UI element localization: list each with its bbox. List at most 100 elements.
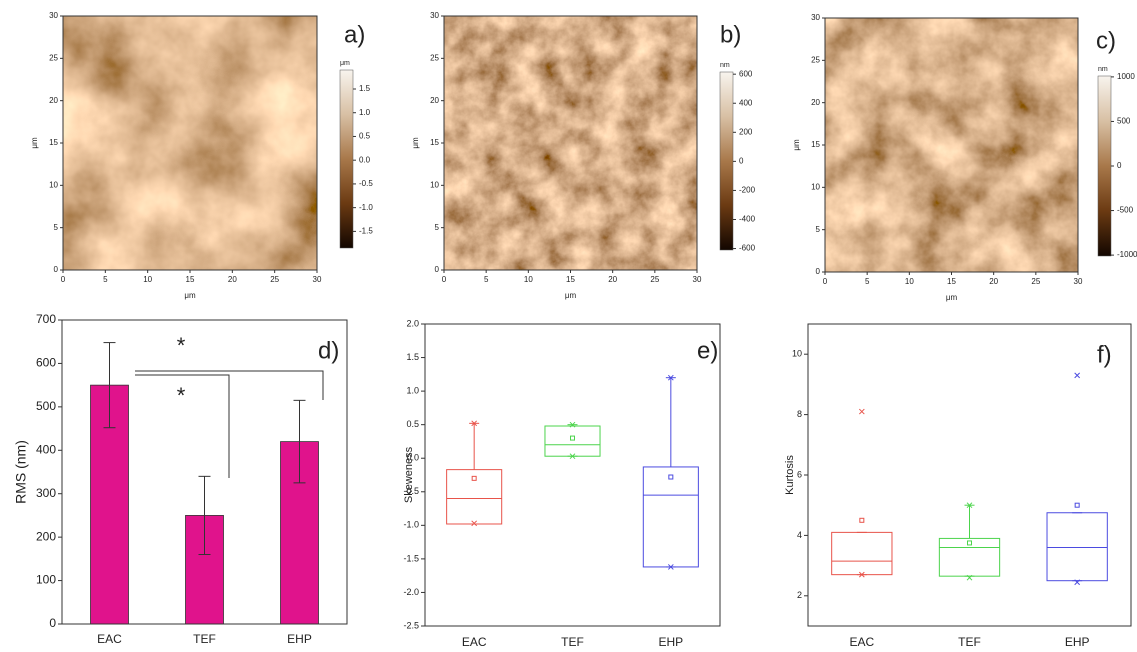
frame xyxy=(61,319,348,625)
colorbar-tick-label: -200 xyxy=(739,186,756,195)
y-tick-label: -2.5 xyxy=(403,620,419,630)
y-tick-label: 5 xyxy=(54,223,59,232)
y-tick-label: 10 xyxy=(49,180,58,189)
y-tick-label: 500 xyxy=(36,399,56,413)
panel-label: a) xyxy=(344,21,365,48)
extreme-marker xyxy=(1074,579,1081,586)
box xyxy=(831,531,893,576)
x-tick-label: 30 xyxy=(1074,277,1083,286)
box xyxy=(642,466,699,568)
panel-label: d) xyxy=(318,337,339,364)
y-tick-label: 30 xyxy=(430,11,439,20)
x-tick-label: 20 xyxy=(228,275,237,284)
colorbar-unit: nm xyxy=(720,62,730,69)
y-axis-label: RMS (nm) xyxy=(13,440,29,504)
x-tick-label: 10 xyxy=(524,275,533,284)
x-tick-label: 5 xyxy=(865,277,870,286)
x-axis-label: μm xyxy=(184,291,196,300)
extreme-marker xyxy=(966,574,973,581)
panel-label: f) xyxy=(1097,341,1112,368)
x-tick-label: 10 xyxy=(143,275,152,284)
colorbar-tick-label: 1.5 xyxy=(359,84,371,93)
extreme-marker xyxy=(667,374,674,381)
y-tick-label: 400 xyxy=(36,442,56,456)
y-tick-label: 20 xyxy=(430,96,439,105)
box xyxy=(938,537,1001,577)
y-tick-label: 25 xyxy=(811,55,820,64)
extreme-marker xyxy=(569,453,576,460)
mean xyxy=(859,517,865,523)
y-tick-label: -1.5 xyxy=(403,553,419,563)
x-tick-label: 0 xyxy=(442,275,447,284)
colorbar-tick-label: 600 xyxy=(739,69,753,78)
y-tick-label: -0.5 xyxy=(403,486,419,496)
colorbar-tick-label: 200 xyxy=(739,127,753,136)
x-tick-label: EHP xyxy=(658,635,683,649)
extreme-marker xyxy=(966,502,973,509)
x-tick-label: 30 xyxy=(313,275,322,284)
x-tick-label: 15 xyxy=(566,275,575,284)
y-tick-label: 0 xyxy=(816,267,821,276)
frame xyxy=(807,323,1132,627)
y-tick-label: 1.5 xyxy=(406,352,419,362)
x-tick-label: TEF xyxy=(958,635,981,649)
y-tick-label: 1.0 xyxy=(406,385,419,395)
y-tick-label: 300 xyxy=(36,486,56,500)
y-axis-label: Skeweness xyxy=(403,446,415,503)
y-tick-label: 6 xyxy=(797,469,802,479)
box xyxy=(544,425,601,457)
colorbar-tick-label: 0 xyxy=(739,156,744,165)
colorbar-tick-label: 500 xyxy=(1117,117,1131,126)
x-axis-label: μm xyxy=(946,293,958,302)
y-tick-label: 0 xyxy=(54,265,59,274)
x-tick-label: 25 xyxy=(270,275,279,284)
significance-brackets xyxy=(135,370,324,478)
y-tick-label: 200 xyxy=(36,529,56,543)
x-tick-label: 25 xyxy=(650,275,659,284)
afm-image xyxy=(825,18,1078,272)
y-tick-label: 30 xyxy=(49,11,58,20)
extreme-marker xyxy=(858,408,865,415)
x-tick-label: TEF xyxy=(193,632,216,646)
panel-label: b) xyxy=(720,21,741,48)
y-tick-label: 5 xyxy=(435,223,440,232)
x-tick-label: 25 xyxy=(1031,277,1040,286)
colorbar xyxy=(339,69,354,249)
extreme-marker xyxy=(471,520,478,527)
y-tick-label: 600 xyxy=(36,356,56,370)
y-tick-label: 2.0 xyxy=(406,318,419,328)
colorbar-tick-label: -1.0 xyxy=(359,203,373,212)
y-tick-label: 700 xyxy=(36,312,56,326)
y-tick-label: 100 xyxy=(36,573,56,587)
mean xyxy=(967,540,972,546)
y-tick-label: 20 xyxy=(811,98,820,107)
y-tick-label: -2.0 xyxy=(403,587,419,597)
box xyxy=(446,469,503,525)
mean xyxy=(570,435,575,441)
x-axis-label: μm xyxy=(565,291,577,300)
afm-image xyxy=(444,16,697,270)
y-axis-label: Kurtosis xyxy=(784,455,796,495)
y-tick-label: -1.0 xyxy=(403,520,419,530)
y-tick-label: 10 xyxy=(811,182,820,191)
significance-star: * xyxy=(177,333,186,358)
mean xyxy=(668,474,674,480)
colorbar-tick-label: -0.5 xyxy=(359,179,373,188)
y-tick-label: 0 xyxy=(435,265,440,274)
significance-star: * xyxy=(177,383,186,408)
extreme-marker xyxy=(667,564,674,570)
x-tick-label: 20 xyxy=(989,277,998,286)
x-tick-label: 20 xyxy=(608,275,617,284)
y-tick-label: 10 xyxy=(430,180,439,189)
panel-label: c) xyxy=(1096,27,1116,54)
x-tick-label: 0 xyxy=(823,277,828,286)
y-tick-label: 0 xyxy=(49,616,56,630)
box xyxy=(1046,512,1108,582)
y-tick-label: 25 xyxy=(49,53,58,62)
mean xyxy=(1074,502,1080,508)
panel-label: e) xyxy=(697,337,718,364)
colorbar-tick-label: 0 xyxy=(1117,161,1122,170)
colorbar-unit: nm xyxy=(1098,66,1108,73)
y-tick-label: 15 xyxy=(49,138,58,147)
